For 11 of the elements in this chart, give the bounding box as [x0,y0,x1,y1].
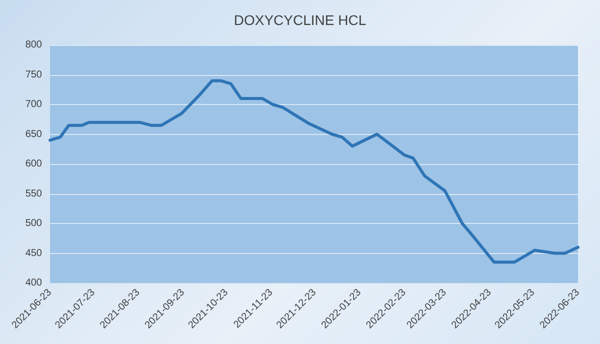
y-tick-label: 450 [25,248,42,259]
line-series [48,79,580,264]
y-tick-label: 700 [25,99,42,110]
chart-title: DOXYCYCLINE HCL [234,12,366,28]
y-tick-label: 500 [25,218,42,229]
y-tick-label: 400 [25,278,42,288]
y-tick-label: 650 [25,128,42,140]
y-tick-label: 600 [25,158,42,170]
y-tick-label: 550 [25,188,42,200]
y-tick-label: 800 [25,40,42,50]
y-tick-label: 750 [25,69,42,80]
